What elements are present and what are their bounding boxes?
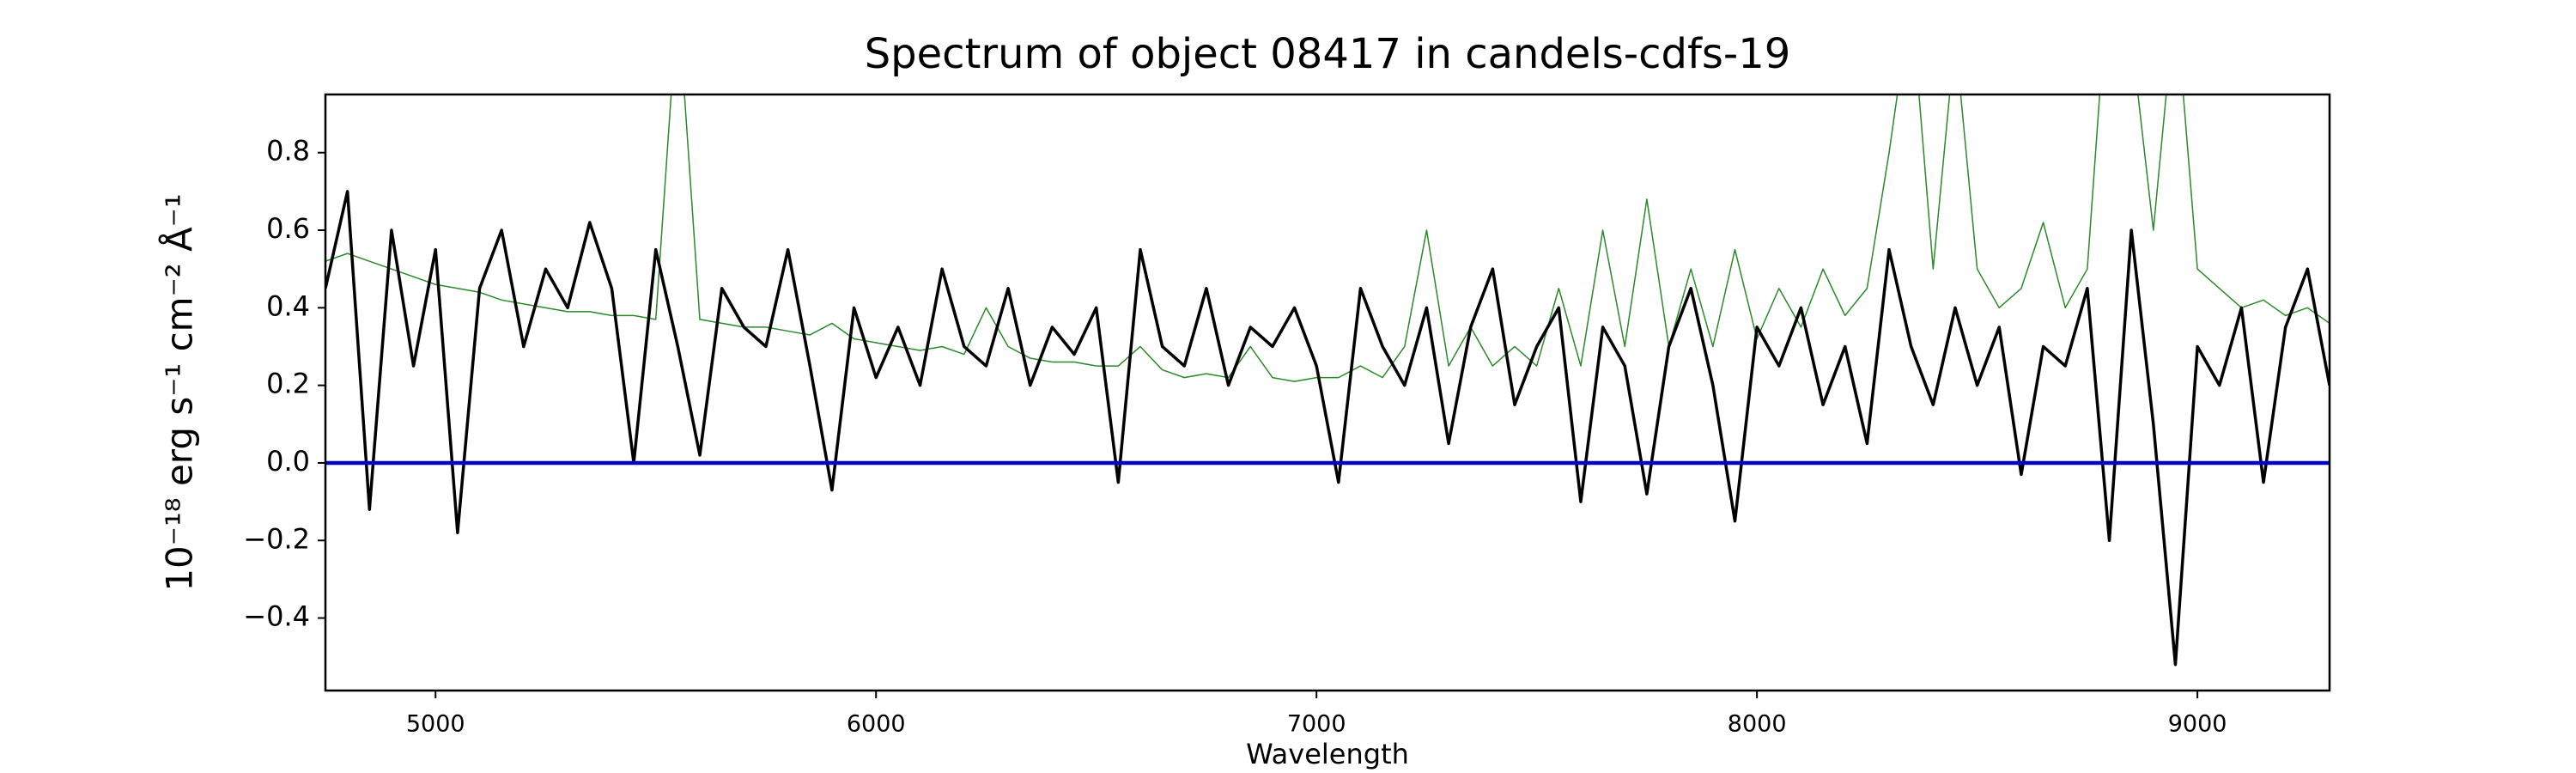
y-tick-label: −0.2 (243, 522, 310, 555)
plot-area (325, 94, 2330, 666)
y-tick-label: 0.6 (266, 212, 310, 245)
spectrum-line (325, 190, 2330, 666)
y-tick-label: 0.2 (266, 368, 310, 400)
y-axis-label: 10⁻¹⁸ erg s⁻¹ cm⁻² Å⁻¹ (158, 193, 201, 591)
x-tick-label: 8000 (1728, 711, 1787, 738)
x-tick-label: 6000 (847, 711, 906, 738)
x-tick-label: 5000 (406, 711, 465, 738)
y-tick-label: 0.0 (266, 445, 310, 478)
x-axis-label: Wavelength (1246, 738, 1409, 770)
chart-title: Spectrum of object 08417 in candels-cdfs… (865, 30, 1791, 78)
y-tick-label: 0.8 (266, 135, 310, 167)
axes-frame (324, 93, 2331, 692)
x-tick-label: 9000 (2168, 711, 2227, 738)
x-tick-label: 7000 (1287, 711, 1346, 738)
y-tick-label: −0.4 (243, 600, 310, 633)
y-tick-label: 0.4 (266, 289, 310, 322)
